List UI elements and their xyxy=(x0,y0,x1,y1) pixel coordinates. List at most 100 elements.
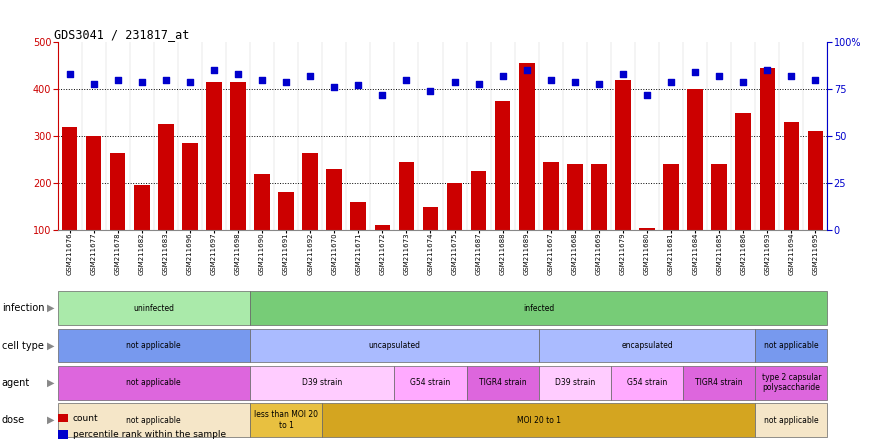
Bar xyxy=(755,329,827,362)
Bar xyxy=(206,82,222,230)
Bar xyxy=(303,153,318,230)
Bar xyxy=(808,131,823,230)
Point xyxy=(664,78,678,85)
Text: less than MOI 20
to 1: less than MOI 20 to 1 xyxy=(254,410,318,430)
Bar xyxy=(250,291,827,325)
Text: G54 strain: G54 strain xyxy=(627,378,667,387)
Bar xyxy=(322,403,755,437)
Bar xyxy=(250,366,395,400)
Bar xyxy=(250,329,539,362)
Bar xyxy=(688,89,703,230)
Text: D39 strain: D39 strain xyxy=(302,378,342,387)
Text: uncapsulated: uncapsulated xyxy=(368,341,420,350)
Bar xyxy=(58,291,250,325)
Point xyxy=(568,78,582,85)
Point xyxy=(496,72,510,79)
Point xyxy=(279,78,293,85)
Point xyxy=(423,87,437,95)
Bar xyxy=(86,136,102,230)
Bar xyxy=(759,68,775,230)
Text: not applicable: not applicable xyxy=(764,416,819,424)
Text: ▶: ▶ xyxy=(47,415,54,425)
Text: not applicable: not applicable xyxy=(764,341,819,350)
Text: GDS3041 / 231817_at: GDS3041 / 231817_at xyxy=(54,28,189,41)
Bar xyxy=(58,329,250,362)
Bar xyxy=(615,80,631,230)
Point xyxy=(87,80,101,87)
Bar xyxy=(735,113,751,230)
Point xyxy=(303,72,317,79)
Point xyxy=(135,78,149,85)
Point xyxy=(616,71,630,78)
Bar xyxy=(395,366,466,400)
Text: dose: dose xyxy=(2,415,25,425)
Text: not applicable: not applicable xyxy=(127,378,181,387)
Point xyxy=(712,72,727,79)
Text: agent: agent xyxy=(2,378,30,388)
Point xyxy=(351,82,366,89)
Bar xyxy=(447,183,462,230)
Point xyxy=(327,84,342,91)
Text: MOI 20 to 1: MOI 20 to 1 xyxy=(517,416,561,424)
Point xyxy=(231,71,245,78)
Bar xyxy=(58,403,250,437)
Bar xyxy=(327,169,342,230)
Bar xyxy=(230,82,246,230)
Point xyxy=(543,76,558,83)
Bar xyxy=(567,164,582,230)
Point xyxy=(784,72,798,79)
Text: infection: infection xyxy=(2,303,44,313)
Point xyxy=(592,80,606,87)
Text: cell type: cell type xyxy=(2,341,43,350)
Point xyxy=(640,91,654,98)
Bar xyxy=(374,225,390,230)
Bar xyxy=(182,143,197,230)
Text: G54 strain: G54 strain xyxy=(411,378,450,387)
Point xyxy=(808,76,822,83)
Point xyxy=(760,67,774,74)
Bar xyxy=(611,366,683,400)
Bar xyxy=(250,403,322,437)
Text: TIGR4 strain: TIGR4 strain xyxy=(479,378,527,387)
Bar xyxy=(58,366,250,400)
Bar xyxy=(683,366,755,400)
Point xyxy=(519,67,534,74)
Text: not applicable: not applicable xyxy=(127,341,181,350)
Point xyxy=(63,71,77,78)
Point xyxy=(255,76,269,83)
Point xyxy=(688,69,702,76)
Bar xyxy=(639,228,655,230)
Text: uninfected: uninfected xyxy=(134,304,174,313)
Text: encapsulated: encapsulated xyxy=(621,341,673,350)
Point xyxy=(448,78,462,85)
Bar xyxy=(663,164,679,230)
Bar xyxy=(519,63,535,230)
Point xyxy=(375,91,389,98)
Point xyxy=(183,78,197,85)
Bar xyxy=(62,127,77,230)
Point xyxy=(736,78,750,85)
Point xyxy=(158,76,173,83)
Text: ▶: ▶ xyxy=(47,378,54,388)
Text: ▶: ▶ xyxy=(47,303,54,313)
Bar xyxy=(278,192,294,230)
Text: infected: infected xyxy=(523,304,554,313)
Bar xyxy=(755,403,827,437)
Bar xyxy=(712,164,727,230)
Bar xyxy=(543,162,558,230)
Text: count: count xyxy=(73,414,98,423)
Bar xyxy=(539,366,611,400)
Point xyxy=(399,76,413,83)
Bar xyxy=(58,430,67,439)
Bar xyxy=(134,186,150,230)
Bar xyxy=(495,101,511,230)
Text: TIGR4 strain: TIGR4 strain xyxy=(696,378,743,387)
Point xyxy=(111,76,125,83)
Bar xyxy=(254,174,270,230)
Text: ▶: ▶ xyxy=(47,341,54,350)
Text: not applicable: not applicable xyxy=(127,416,181,424)
Point xyxy=(472,80,486,87)
Point xyxy=(207,67,221,74)
Bar xyxy=(471,171,487,230)
Bar xyxy=(423,206,438,230)
